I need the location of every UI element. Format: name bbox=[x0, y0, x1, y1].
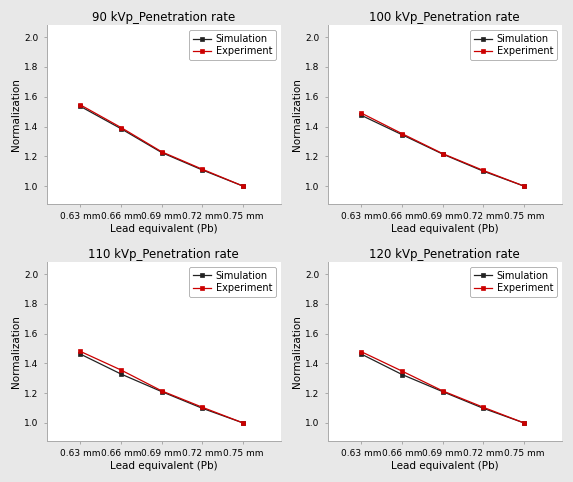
Simulation bbox=[399, 372, 406, 377]
Simulation bbox=[439, 389, 446, 395]
Experiment bbox=[240, 183, 246, 189]
Experiment bbox=[480, 404, 486, 410]
Experiment bbox=[158, 388, 165, 394]
Line: Simulation: Simulation bbox=[359, 113, 527, 188]
Experiment bbox=[240, 420, 246, 426]
Experiment bbox=[520, 183, 527, 189]
Legend: Simulation, Experiment: Simulation, Experiment bbox=[190, 30, 276, 60]
Simulation bbox=[439, 151, 446, 157]
Experiment bbox=[439, 388, 446, 394]
Simulation bbox=[240, 420, 246, 426]
X-axis label: Lead equivalent (Pb): Lead equivalent (Pb) bbox=[110, 224, 218, 234]
Experiment bbox=[199, 404, 206, 410]
Simulation bbox=[480, 168, 486, 174]
Y-axis label: Normalization: Normalization bbox=[11, 315, 21, 388]
Experiment bbox=[77, 348, 84, 354]
Experiment bbox=[358, 349, 365, 355]
Simulation bbox=[520, 420, 527, 426]
Experiment bbox=[117, 125, 124, 131]
Simulation bbox=[158, 150, 165, 156]
Line: Experiment: Experiment bbox=[359, 111, 527, 188]
Experiment bbox=[77, 102, 84, 108]
Simulation bbox=[77, 351, 84, 357]
Experiment bbox=[399, 368, 406, 374]
Y-axis label: Normalization: Normalization bbox=[292, 78, 302, 151]
Simulation bbox=[240, 183, 246, 189]
Legend: Simulation, Experiment: Simulation, Experiment bbox=[190, 267, 276, 297]
Simulation bbox=[199, 167, 206, 173]
Line: Simulation: Simulation bbox=[78, 104, 245, 188]
Simulation bbox=[358, 351, 365, 357]
Line: Experiment: Experiment bbox=[78, 349, 245, 425]
Simulation bbox=[480, 405, 486, 411]
Simulation bbox=[199, 405, 206, 411]
X-axis label: Lead equivalent (Pb): Lead equivalent (Pb) bbox=[391, 224, 499, 234]
Line: Experiment: Experiment bbox=[359, 349, 527, 425]
X-axis label: Lead equivalent (Pb): Lead equivalent (Pb) bbox=[110, 461, 218, 471]
Experiment bbox=[199, 166, 206, 172]
Y-axis label: Normalization: Normalization bbox=[11, 78, 21, 151]
X-axis label: Lead equivalent (Pb): Lead equivalent (Pb) bbox=[391, 461, 499, 471]
Simulation bbox=[158, 389, 165, 395]
Experiment bbox=[520, 420, 527, 426]
Experiment bbox=[158, 149, 165, 155]
Simulation bbox=[358, 112, 365, 118]
Title: 110 kVp_Penetration rate: 110 kVp_Penetration rate bbox=[88, 248, 239, 261]
Simulation bbox=[77, 104, 84, 109]
Experiment bbox=[117, 367, 124, 373]
Experiment bbox=[358, 110, 365, 116]
Experiment bbox=[399, 131, 406, 136]
Simulation bbox=[520, 183, 527, 189]
Legend: Simulation, Experiment: Simulation, Experiment bbox=[470, 267, 557, 297]
Title: 100 kVp_Penetration rate: 100 kVp_Penetration rate bbox=[370, 11, 520, 24]
Y-axis label: Normalization: Normalization bbox=[292, 315, 302, 388]
Title: 90 kVp_Penetration rate: 90 kVp_Penetration rate bbox=[92, 11, 236, 24]
Simulation bbox=[399, 132, 406, 137]
Line: Simulation: Simulation bbox=[78, 352, 245, 425]
Experiment bbox=[480, 168, 486, 174]
Title: 120 kVp_Penetration rate: 120 kVp_Penetration rate bbox=[370, 248, 520, 261]
Experiment bbox=[439, 151, 446, 157]
Legend: Simulation, Experiment: Simulation, Experiment bbox=[470, 30, 557, 60]
Line: Experiment: Experiment bbox=[78, 103, 245, 188]
Simulation bbox=[117, 371, 124, 377]
Line: Simulation: Simulation bbox=[359, 352, 527, 425]
Simulation bbox=[117, 126, 124, 132]
